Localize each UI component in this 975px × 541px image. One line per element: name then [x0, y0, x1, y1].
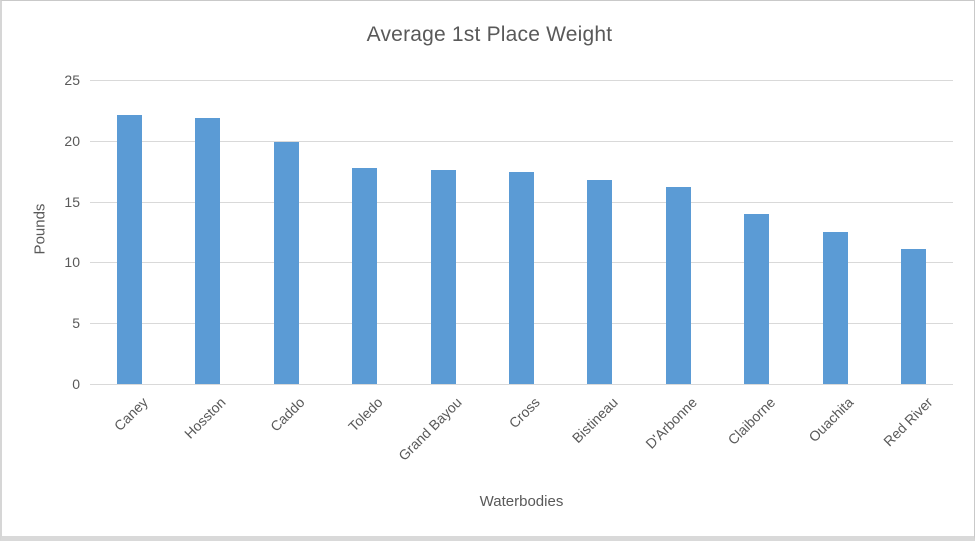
bar-cell-caney	[90, 80, 168, 384]
gridline-25	[90, 80, 953, 81]
bars-row	[90, 80, 953, 384]
gridline-20	[90, 140, 953, 142]
y-tick-label-10: 10	[64, 254, 80, 271]
x-tick-label-hosston: Hosston	[181, 394, 230, 442]
bar-cell-red-river	[875, 80, 953, 384]
x-tick-label-caddo: Caddo	[266, 394, 308, 435]
bar-cross	[508, 172, 534, 384]
x-cell: Grand Bayou	[395, 384, 482, 484]
x-cell: Cross	[482, 384, 560, 484]
bar-cell-claiborne	[718, 80, 796, 384]
x-tick-label-ouachita: Ouachita	[805, 394, 857, 445]
y-tick-label-0: 0	[72, 376, 80, 392]
bar-bistineau	[587, 179, 613, 384]
bar-ouachita	[822, 232, 848, 384]
x-tick-label-claiborne: Claiborne	[724, 394, 779, 448]
bar-cell-ouachita	[796, 80, 874, 384]
x-cell: D'Arbonne	[639, 384, 717, 484]
x-tick-label-caney: Caney	[110, 394, 151, 434]
x-tick-label-toledo: Toledo	[345, 394, 386, 435]
x-cell: Toledo	[325, 384, 403, 484]
bar-cell-caddo	[247, 80, 325, 384]
bar-cell-cross	[482, 80, 560, 384]
x-cell: Ouachita	[796, 384, 874, 484]
bar-claiborne	[744, 213, 770, 384]
bar-caddo	[273, 142, 299, 384]
bar-toledo	[352, 167, 378, 384]
x-tick-label-red-river: Red River	[879, 394, 936, 450]
x-cell: Caddo	[247, 384, 325, 484]
bar-cell-hosston	[168, 80, 246, 384]
y-axis-tick-labels: 0 5 10 15 20 25	[2, 72, 80, 392]
bar-red-river	[901, 249, 927, 384]
x-axis-tick-labels: Caney Hosston Caddo Toledo Grand Bayou Cross B…	[90, 384, 953, 484]
y-tick-label-15: 15	[64, 193, 80, 210]
bar-cell-toledo	[325, 80, 403, 384]
x-tick-label-cross: Cross	[505, 394, 543, 432]
bar-grand-bayou	[430, 169, 456, 384]
x-cell: Hosston	[168, 384, 246, 484]
plot-area	[90, 80, 953, 385]
bar-caney	[116, 115, 142, 384]
gridline-0	[90, 384, 953, 385]
bar-cell-grand-bayou	[404, 80, 482, 384]
x-cell: Bistineau	[561, 384, 639, 484]
chart-title: Average 1st Place Weight	[366, 23, 613, 46]
bar-d-arbonne	[665, 187, 691, 384]
y-axis-title: Pounds	[31, 203, 49, 255]
y-tick-label-25: 25	[64, 72, 80, 88]
x-cell: Claiborne	[718, 384, 796, 484]
x-tick-label-d-arbonne: D'Arbonne	[641, 394, 700, 452]
x-tick-label-bistineau: Bistineau	[569, 394, 622, 447]
bar-cell-bistineau	[561, 80, 639, 384]
x-cell: Red River	[875, 384, 953, 484]
x-tick-label-grand-bayou: Grand Bayou	[394, 394, 465, 464]
bar-hosston	[195, 117, 221, 384]
x-axis-title: Waterbodies	[479, 493, 564, 510]
y-tick-label-20: 20	[64, 132, 80, 149]
bar-cell-d-arbonne	[639, 80, 717, 384]
x-cell: Caney	[90, 384, 168, 484]
y-tick-label-5: 5	[72, 315, 80, 332]
